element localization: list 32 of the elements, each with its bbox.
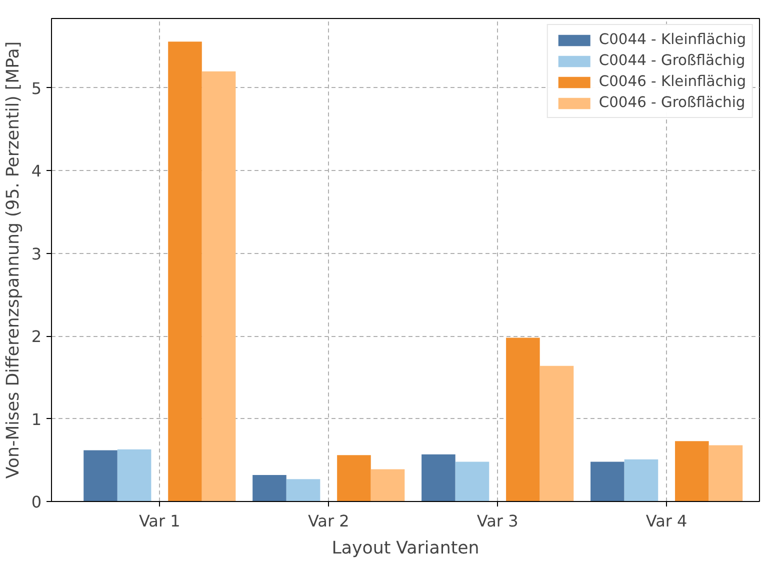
y-tick-label: 2 bbox=[31, 327, 42, 346]
bar bbox=[708, 445, 743, 502]
bar bbox=[286, 479, 320, 502]
bar bbox=[624, 459, 658, 502]
x-axis-title: Layout Varianten bbox=[332, 538, 480, 558]
legend-label: C0046 - Großflächig bbox=[598, 94, 746, 111]
x-tick-label: Var 1 bbox=[138, 512, 180, 530]
bar bbox=[168, 42, 202, 502]
x-tick-label: Var 2 bbox=[308, 512, 350, 530]
bar bbox=[252, 475, 286, 502]
legend-label: C0044 - Kleinflächig bbox=[598, 31, 746, 48]
y-axis-title: Von-Mises Differenzspannung (95. Perzentil) [MPa] bbox=[3, 41, 24, 479]
x-tick-label: Var 3 bbox=[476, 512, 518, 530]
bar bbox=[422, 454, 456, 502]
y-tick-label: 5 bbox=[31, 78, 42, 98]
bar bbox=[337, 455, 371, 502]
y-tick-label: 1 bbox=[31, 410, 42, 429]
legend-label: C0044 - Großflächig bbox=[598, 52, 746, 69]
y-tick-label: 4 bbox=[31, 162, 42, 181]
bar bbox=[202, 71, 236, 502]
legend-label: C0046 - Kleinflächig bbox=[598, 73, 746, 90]
y-tick-label: 0 bbox=[31, 492, 42, 512]
bar bbox=[84, 450, 118, 502]
bar bbox=[590, 462, 624, 502]
bar bbox=[675, 441, 709, 502]
bar bbox=[455, 462, 490, 502]
y-tick-label: 3 bbox=[31, 244, 42, 264]
bar bbox=[370, 469, 405, 502]
x-tick-label: Var 4 bbox=[646, 512, 688, 530]
bar bbox=[540, 366, 574, 502]
bar bbox=[117, 449, 152, 502]
bar bbox=[506, 338, 540, 502]
